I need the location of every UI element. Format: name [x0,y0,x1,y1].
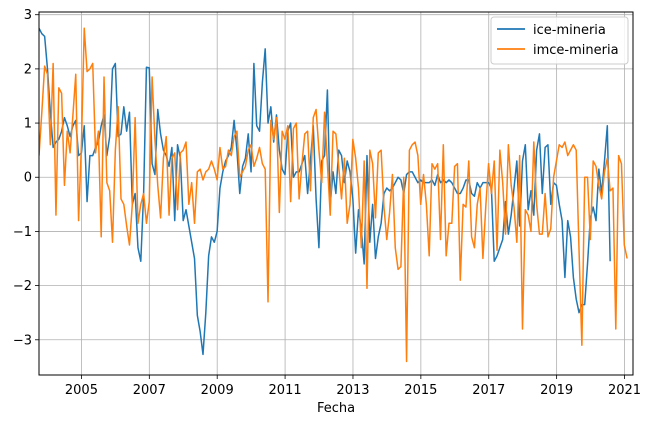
series-line-imce-mineria [39,27,628,363]
x-tick-label: 2005 [65,383,98,398]
x-axis-title: Fecha [317,401,355,416]
x-tick-label: 2015 [404,383,437,398]
legend-box [490,16,629,65]
y-tick-label: −1 [13,225,32,240]
y-tick-label: 3 [24,8,32,23]
series-layer [39,27,628,363]
x-tick-label: 2021 [608,383,641,398]
y-tick-label: 0 [24,171,32,186]
x-tick-label: 2017 [472,383,505,398]
y-tick-label: 2 [24,62,32,77]
y-tick-label: −3 [13,333,32,348]
x-tick-label: 2011 [269,383,302,398]
legend-label-ice-mineria: ice-mineria [533,23,606,38]
y-tick-label: 1 [24,117,32,132]
x-tick-label: 2013 [336,383,369,398]
legend: ice-mineria imce-mineria [490,16,629,65]
grid [39,12,633,375]
y-tick-label: −2 [13,279,32,294]
legend-label-imce-mineria: imce-mineria [533,43,619,58]
plot-frame [38,11,634,376]
x-tick-label: 2019 [540,383,573,398]
x-axis: 2005 2007 2009 2011 2013 2015 2017 2019 2021 [65,375,641,398]
series-line-ice-mineria [39,27,611,356]
y-axis: −3 −2 −1 0 1 2 3 [13,8,39,348]
x-tick-label: 2009 [201,383,234,398]
x-tick-label: 2007 [133,383,166,398]
